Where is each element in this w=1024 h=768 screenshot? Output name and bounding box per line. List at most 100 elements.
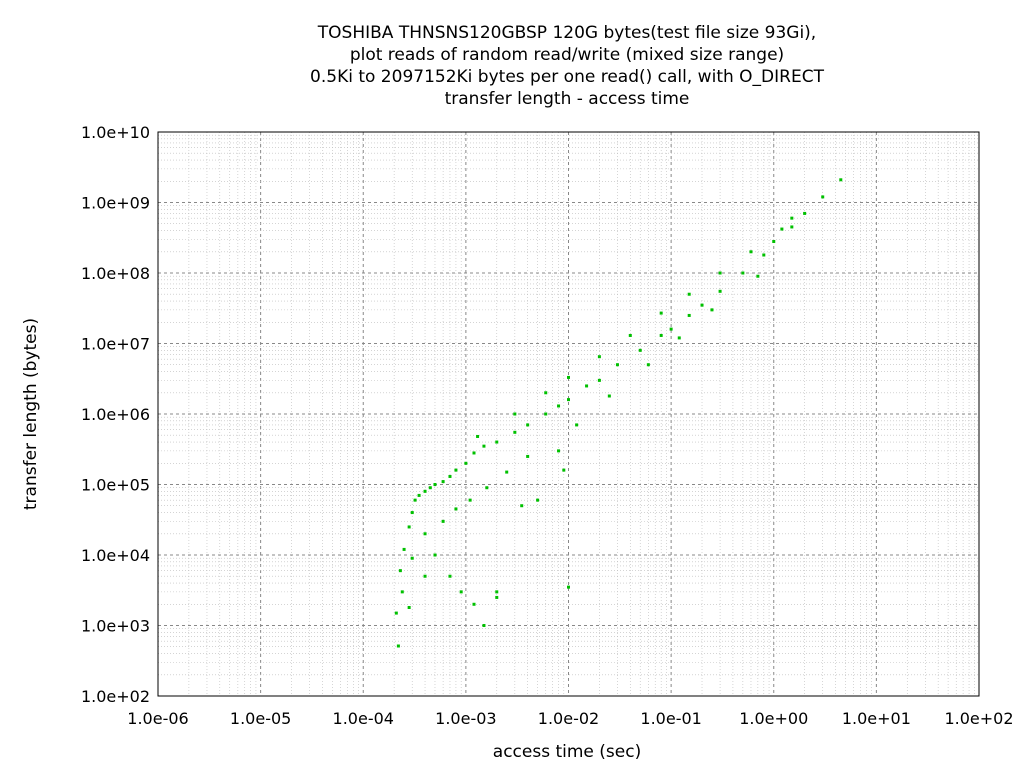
chart-title-line-3: 0.5Ki to 2097152Ki bytes per one read() … bbox=[310, 67, 825, 87]
x-tick-label: 1.0e+00 bbox=[739, 709, 808, 728]
data-point bbox=[400, 590, 404, 594]
data-point bbox=[526, 454, 530, 458]
data-point bbox=[482, 624, 486, 627]
x-tick-label: 1.0e+02 bbox=[944, 709, 1013, 728]
data-point bbox=[526, 423, 530, 427]
data-point bbox=[607, 394, 611, 398]
x-tick-label: 1.0e-02 bbox=[538, 709, 599, 728]
data-point bbox=[762, 253, 766, 257]
data-point bbox=[520, 504, 524, 508]
data-point bbox=[700, 303, 704, 307]
data-point bbox=[772, 239, 776, 243]
data-point bbox=[687, 292, 691, 296]
data-point bbox=[557, 404, 561, 408]
data-point bbox=[476, 434, 480, 438]
data-point bbox=[433, 483, 437, 486]
y-axis-tick-labels: 1.0e+02 1.0e+03 1.0e+04 1.0e+05 1.0e+06 1.0e+… bbox=[81, 123, 150, 706]
data-point bbox=[646, 363, 650, 367]
data-point bbox=[597, 355, 601, 359]
y-tick-label: 1.0e+08 bbox=[81, 264, 150, 283]
data-point bbox=[687, 313, 691, 317]
data-point bbox=[423, 574, 427, 578]
data-point bbox=[423, 489, 427, 493]
data-point bbox=[454, 468, 458, 472]
data-point bbox=[821, 195, 825, 199]
chart-title: TOSHIBA THNSNS120GBSP 120G bytes(test fi… bbox=[310, 23, 825, 109]
y-tick-label: 1.0e+04 bbox=[81, 546, 150, 565]
data-point bbox=[482, 444, 486, 448]
data-point bbox=[585, 384, 589, 388]
data-point bbox=[468, 498, 472, 502]
data-point bbox=[428, 486, 432, 490]
data-point bbox=[396, 644, 400, 648]
y-tick-label: 1.0e+06 bbox=[81, 405, 150, 424]
data-point bbox=[567, 398, 570, 402]
data-point bbox=[505, 470, 509, 474]
data-point bbox=[741, 271, 745, 275]
data-point bbox=[575, 423, 579, 427]
grid-lines bbox=[157, 132, 979, 697]
data-point bbox=[536, 498, 540, 502]
data-point bbox=[557, 449, 561, 453]
data-point bbox=[423, 532, 427, 536]
data-point bbox=[485, 486, 489, 490]
data-point bbox=[448, 474, 452, 478]
plot-frame bbox=[157, 131, 980, 697]
data-point bbox=[407, 606, 411, 610]
x-tick-label: 1.0e-06 bbox=[127, 709, 188, 728]
data-point bbox=[544, 391, 548, 395]
data-point bbox=[839, 178, 843, 182]
data-point bbox=[407, 525, 411, 529]
x-axis-label: access time (sec) bbox=[493, 742, 641, 762]
data-point bbox=[659, 333, 663, 337]
x-tick-label: 1.0e+01 bbox=[842, 709, 911, 728]
y-tick-label: 1.0e+03 bbox=[81, 617, 150, 636]
y-tick-label: 1.0e+10 bbox=[81, 123, 150, 142]
x-tick-label: 1.0e-01 bbox=[640, 709, 701, 728]
data-point bbox=[433, 553, 437, 557]
data-point bbox=[441, 480, 445, 484]
data-point bbox=[472, 602, 476, 606]
data-point bbox=[417, 493, 421, 497]
data-point bbox=[803, 211, 807, 215]
data-point bbox=[472, 451, 476, 455]
data-point bbox=[544, 412, 548, 416]
data-point bbox=[495, 590, 499, 594]
data-point bbox=[790, 216, 794, 220]
x-tick-label: 1.0e-05 bbox=[230, 709, 291, 728]
data-point bbox=[567, 375, 570, 379]
data-points bbox=[394, 178, 843, 648]
data-point bbox=[718, 289, 722, 293]
data-point bbox=[567, 585, 570, 589]
data-point bbox=[677, 336, 681, 340]
x-tick-label: 1.0e-03 bbox=[435, 709, 496, 728]
x-tick-label: 1.0e-04 bbox=[333, 709, 394, 728]
data-point bbox=[749, 250, 753, 254]
data-point bbox=[448, 574, 452, 578]
data-point bbox=[756, 274, 760, 278]
y-tick-label: 1.0e+09 bbox=[81, 194, 150, 213]
data-point bbox=[669, 327, 673, 331]
chart-title-line-2: plot reads of random read/write (mixed s… bbox=[350, 45, 784, 65]
data-point bbox=[638, 348, 642, 352]
data-point bbox=[718, 271, 722, 275]
data-point bbox=[659, 311, 663, 315]
data-point bbox=[394, 611, 398, 615]
data-point bbox=[454, 507, 458, 511]
y-axis-label: transfer length (bytes) bbox=[21, 318, 41, 510]
data-point bbox=[597, 378, 601, 382]
data-point bbox=[513, 412, 517, 416]
data-point bbox=[495, 440, 499, 444]
data-point bbox=[402, 547, 406, 551]
chart-title-line-4: transfer length - access time bbox=[445, 89, 690, 109]
data-point bbox=[413, 498, 417, 502]
data-point bbox=[459, 590, 463, 594]
data-point bbox=[441, 519, 445, 523]
data-point bbox=[464, 461, 468, 465]
data-point bbox=[780, 227, 784, 231]
data-point bbox=[398, 569, 402, 573]
y-tick-label: 1.0e+07 bbox=[81, 335, 150, 354]
data-point bbox=[628, 333, 632, 337]
data-point bbox=[410, 511, 414, 515]
